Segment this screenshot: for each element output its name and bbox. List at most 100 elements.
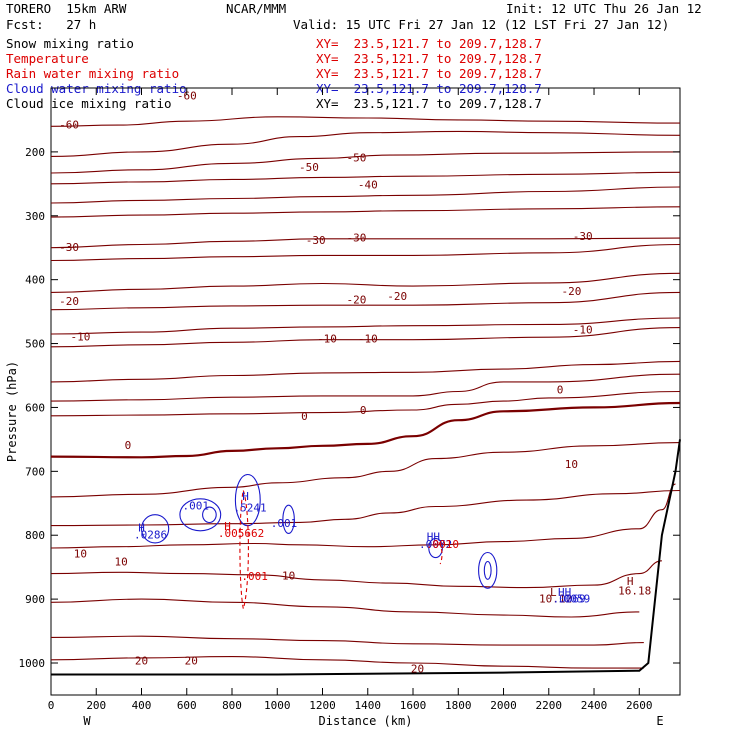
x-tick-label: 600 xyxy=(177,699,197,712)
temperature-contour-10 xyxy=(50,483,676,549)
forecast-hour: Fcst: 27 h xyxy=(6,17,97,32)
model-name: TORERO 15km ARW xyxy=(6,1,127,16)
contour-label: 16.18 xyxy=(618,585,651,598)
y-tick-label: 900 xyxy=(25,593,45,606)
rain-water-plume xyxy=(239,488,249,609)
contour-label: -10 xyxy=(70,330,90,343)
contour-label: -60 xyxy=(59,118,79,131)
temperature-contour-0 xyxy=(50,373,681,402)
y-tick-label: 300 xyxy=(25,210,45,223)
contour-label: 0 xyxy=(301,410,308,423)
contour-label: .0010 xyxy=(426,538,459,551)
org-name: NCAR/MMM xyxy=(226,1,287,16)
temperature-contour--10 xyxy=(50,317,681,335)
contour-label: -50 xyxy=(299,161,319,174)
field-label-temperature: Temperature xyxy=(6,51,89,66)
y-tick-label: 500 xyxy=(25,338,45,351)
field-label-cloud-ice: Cloud ice mixing ratio xyxy=(6,96,172,111)
temperature-contour--40 xyxy=(50,206,681,218)
x-tick-label: 1800 xyxy=(445,699,472,712)
x-tick-label: 1600 xyxy=(400,699,427,712)
temperature-contour--60 xyxy=(50,116,681,127)
contour-label: 0 xyxy=(360,404,367,417)
x-tick-label: 1000 xyxy=(264,699,291,712)
contour-label: .001 xyxy=(183,500,210,513)
contour-label: -10 xyxy=(573,323,593,336)
temperature-contour--50 xyxy=(50,171,681,185)
contour-label: L xyxy=(550,586,557,599)
temperature-contour--50 xyxy=(50,151,681,174)
contour-label: -20 xyxy=(387,290,407,303)
y-tick-label: 1000 xyxy=(19,657,46,670)
temperature-contour--10 xyxy=(50,360,681,383)
contour-label: .0069 xyxy=(553,592,586,605)
x-tick-label: 200 xyxy=(86,699,106,712)
temperature-contour-10 xyxy=(50,442,681,498)
contour-label: H xyxy=(138,521,145,534)
contour-label: H xyxy=(627,575,634,588)
temperature-contour--30 xyxy=(50,237,681,249)
contour-label: HH xyxy=(558,586,571,599)
field-xy-rain: XY= 23.5,121.7 to 209.7,128.7 xyxy=(316,66,542,81)
temperature-contour-10 xyxy=(50,598,640,618)
contour-label: -30 xyxy=(573,230,593,243)
contour-label: -30 xyxy=(59,241,79,254)
cloud-water-blob xyxy=(282,504,295,534)
field-xy-cloud-ice: XY= 23.5,121.7 to 209.7,128.7 xyxy=(316,96,542,111)
contour-label: 10 xyxy=(565,458,578,471)
x-tick-label: 2400 xyxy=(581,699,608,712)
x-tick-label: 0 xyxy=(48,699,55,712)
field-label-cloud-water: Cloud water mixing ratio xyxy=(6,81,187,96)
init-time: Init: 12 UTC Thu 26 Jan 12 xyxy=(506,1,702,16)
temperature-contour-0 xyxy=(50,401,681,459)
x-tick-label: 800 xyxy=(222,699,242,712)
contour-label: .0286 xyxy=(134,528,167,541)
contour-label: -10 xyxy=(358,332,378,345)
temperature-contour--20 xyxy=(50,291,681,311)
contour-label: HH xyxy=(427,530,440,543)
temperature-contour-20 xyxy=(50,656,644,669)
contour-label: .005662 xyxy=(218,527,264,540)
contour-label: 10.12 xyxy=(539,592,572,605)
field-xy-snow: XY= 23.5,121.7 to 209.7,128.7 xyxy=(316,36,542,51)
contour-label: -50 xyxy=(346,152,366,165)
contour-label: 0 xyxy=(557,383,564,396)
field-xy-temperature: XY= 23.5,121.7 to 209.7,128.7 xyxy=(316,51,542,66)
contour-label: -20 xyxy=(561,285,581,298)
y-tick-label: 700 xyxy=(25,465,45,478)
temperature-contour--40 xyxy=(50,186,681,204)
contour-label: H xyxy=(224,520,231,533)
x-tick-label: 2000 xyxy=(490,699,517,712)
contour-label: -40 xyxy=(358,178,378,191)
contour-label: -30 xyxy=(306,234,326,247)
cloud-water-blob xyxy=(483,560,492,580)
contour-label: -30 xyxy=(346,231,366,244)
contour-label: 20 xyxy=(411,663,424,676)
contour-label: H xyxy=(242,490,249,503)
temperature-contour-10 xyxy=(50,560,662,589)
y-tick-label: 800 xyxy=(25,529,45,542)
temperature-contour--20 xyxy=(50,272,681,293)
contour-label: .5241 xyxy=(234,502,267,515)
temperature-contour--60 xyxy=(50,130,681,157)
cloud-water-blob xyxy=(140,514,170,544)
contour-label: -10 xyxy=(317,332,337,345)
contour-label: .001 xyxy=(241,570,268,583)
contour-label: 10 xyxy=(114,555,127,568)
x-tick-label: 2600 xyxy=(626,699,653,712)
terrain-line xyxy=(51,439,681,676)
contour-label: 10 xyxy=(282,569,295,582)
contour-label: 0 xyxy=(125,439,132,452)
contour-label: 20 xyxy=(135,654,148,667)
cloud-water-blob xyxy=(428,537,443,559)
x-tick-label: 400 xyxy=(132,699,152,712)
contour-label: .001 xyxy=(271,517,298,530)
contour-label: .0072 xyxy=(419,538,452,551)
field-label-rain: Rain water mixing ratio xyxy=(6,66,180,81)
rain-water-blob xyxy=(433,539,443,565)
cloud-water-blob xyxy=(202,506,217,524)
temperature-contour-0 xyxy=(50,390,681,417)
contour-label: -60 xyxy=(177,90,197,103)
y-tick-label: 200 xyxy=(25,146,45,159)
west-label: W xyxy=(83,714,91,728)
